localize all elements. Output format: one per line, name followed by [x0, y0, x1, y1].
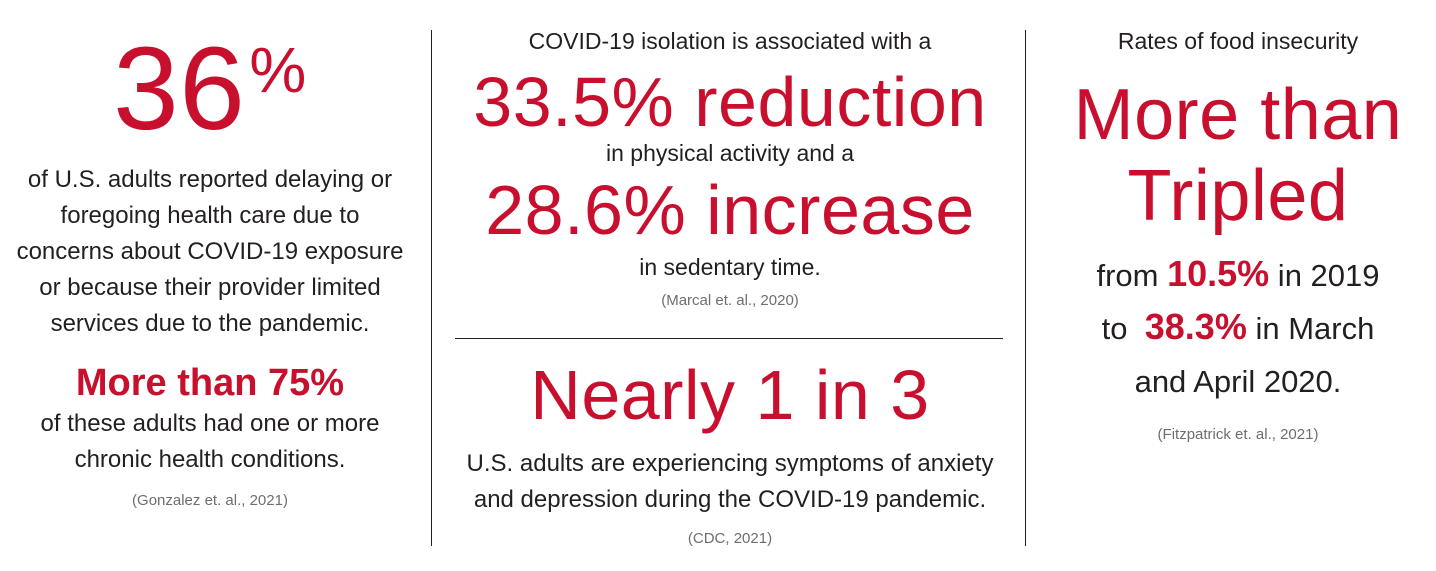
- stat-description: of U.S. adults reported delaying or fore…: [0, 162, 420, 342]
- stat-increase: 28.6% increase: [485, 171, 975, 249]
- value-2020: 38.3%: [1144, 306, 1247, 347]
- detail-text: from: [1096, 258, 1168, 293]
- stat-reduction: 33.5% reduction: [473, 63, 987, 141]
- description-line: services due to the pandemic.: [50, 310, 370, 337]
- detail-text: in 2019: [1269, 258, 1380, 293]
- description-line: of these adults had one or more: [40, 410, 380, 437]
- citation: (CDC, 2021): [687, 530, 773, 547]
- description-line: of U.S. adults reported delaying or: [27, 166, 393, 193]
- column-divider-right: [1025, 30, 1026, 546]
- value-2019: 10.5%: [1167, 253, 1270, 294]
- stat-headline-line2: Tripled: [1127, 156, 1349, 236]
- stat-headline-line1: More than: [1073, 75, 1403, 155]
- stat-nearly-1-in-3: Nearly 1 in 3: [530, 356, 930, 434]
- description-line: chronic health conditions.: [74, 446, 346, 473]
- stat-percent-sign: %: [249, 34, 307, 106]
- stat-detail-line: from 10.5% in 2019: [1040, 254, 1436, 296]
- stat-mid-text: in physical activity and a: [605, 140, 854, 166]
- stat-column-food-insecurity: Rates of food insecurity More than Tripl…: [1040, 0, 1436, 571]
- stat-lead-text: COVID-19 isolation is associated with a: [528, 28, 932, 54]
- stat-column-activity-mental-health: COVID-19 isolation is associated with a …: [440, 0, 1020, 571]
- stat-description: U.S. adults are experiencing symptoms of…: [440, 446, 1020, 518]
- stat-number: 36: [113, 23, 246, 155]
- stat-column-health-care: 36% of U.S. adults reported delaying or …: [0, 0, 420, 571]
- description-line: U.S. adults are experiencing symptoms of…: [466, 450, 994, 477]
- highlight-more-than-75: More than 75%: [75, 362, 345, 404]
- description-line: foregoing health care due to: [60, 202, 360, 229]
- column-divider-left: [431, 30, 432, 546]
- section-divider-middle: [455, 338, 1003, 339]
- description-line: concerns about COVID-19 exposure: [16, 238, 404, 265]
- stat-36-percent: 36%: [0, 30, 420, 148]
- stat-detail-line: to 38.3% in March: [1040, 307, 1436, 349]
- stat-tail-text: in sedentary time.: [639, 254, 821, 280]
- stat-description-secondary: of these adults had one or more chronic …: [0, 406, 420, 478]
- stat-detail-line: and April 2020.: [1134, 364, 1342, 399]
- description-line: or because their provider limited: [39, 274, 381, 301]
- citation: (Marcal et. al., 2020): [661, 292, 799, 309]
- stat-lead-text: Rates of food insecurity: [1117, 28, 1359, 54]
- detail-text: to: [1101, 311, 1145, 346]
- citation: (Fitzpatrick et. al., 2021): [1157, 426, 1319, 443]
- detail-text: in March: [1246, 311, 1375, 346]
- description-line: and depression during the COVID-19 pande…: [473, 486, 987, 513]
- citation: (Gonzalez et. al., 2021): [132, 492, 288, 509]
